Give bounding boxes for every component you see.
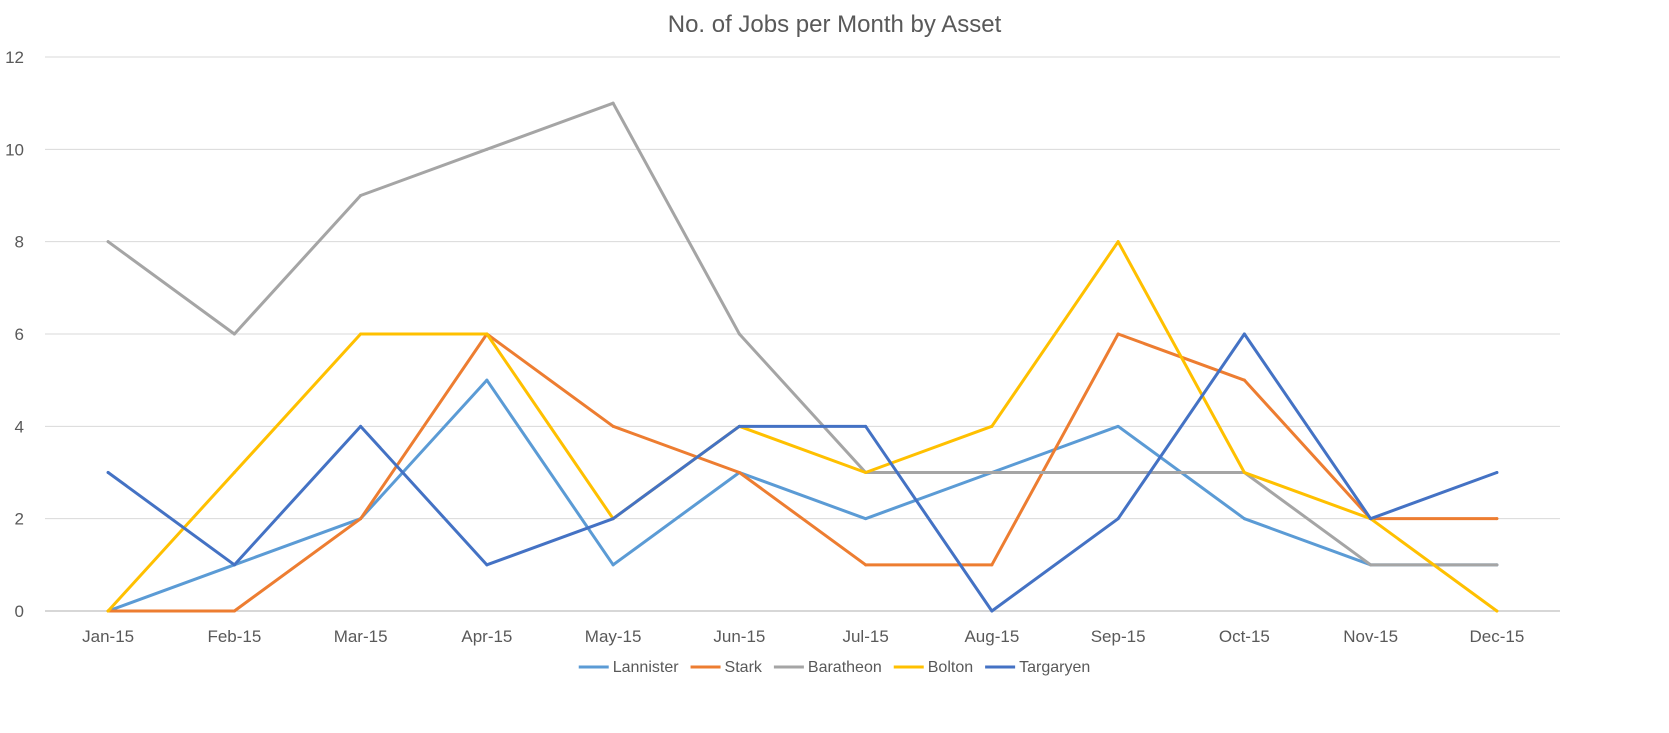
series-line-stark	[106, 332, 1499, 613]
y-tick-label: 12	[5, 48, 24, 67]
x-tick-label: Apr-15	[461, 627, 512, 646]
x-tick-label: Jun-15	[713, 627, 765, 646]
legend-label: Baratheon	[808, 659, 882, 676]
data-point	[106, 240, 110, 244]
legend-item-targaryen: Targaryen	[985, 659, 1090, 676]
legend-item-bolton: Bolton	[893, 659, 973, 676]
data-point	[106, 471, 110, 474]
data-point	[990, 424, 994, 428]
x-tick-label: Mar-15	[334, 627, 388, 646]
data-point	[864, 424, 868, 428]
data-point	[611, 517, 615, 521]
data-point	[1495, 471, 1499, 474]
y-tick-label: 2	[15, 510, 24, 529]
legend-item-stark: Stark	[690, 659, 763, 676]
series-line-targaryen	[106, 332, 1499, 613]
x-tick-label: Oct-15	[1219, 627, 1270, 646]
legend-label: Stark	[725, 659, 763, 676]
data-point	[485, 147, 489, 151]
data-point	[1369, 563, 1373, 567]
data-point	[611, 101, 615, 105]
y-tick-label: 6	[15, 325, 24, 344]
data-point	[1242, 378, 1246, 382]
data-point	[106, 609, 110, 613]
x-tick-label: Nov-15	[1343, 627, 1398, 646]
data-point	[1495, 517, 1499, 521]
data-point	[485, 332, 489, 336]
data-point	[232, 563, 236, 567]
data-point	[232, 332, 236, 336]
x-tick-label: May-15	[585, 627, 642, 646]
series-line-baratheon	[106, 101, 1499, 567]
data-point	[990, 563, 994, 567]
data-point	[232, 609, 236, 613]
y-tick-label: 8	[15, 233, 24, 252]
data-point	[232, 471, 236, 474]
legend-item-lannister: Lannister	[578, 659, 679, 676]
data-point	[359, 517, 363, 521]
data-point	[359, 332, 363, 336]
data-point	[485, 563, 489, 567]
x-tick-label: Aug-15	[964, 627, 1019, 646]
legend-label: Lannister	[613, 659, 679, 676]
x-tick-label: Dec-15	[1469, 627, 1524, 646]
chart-title: No. of Jobs per Month by Asset	[668, 11, 1002, 38]
data-point	[737, 424, 741, 428]
data-point	[1495, 563, 1499, 567]
series-line-bolton	[106, 240, 1499, 613]
legend-label: Targaryen	[1019, 659, 1090, 676]
series-targaryen	[106, 332, 1499, 613]
series-stark	[106, 332, 1499, 613]
x-tick-label: Jul-15	[842, 627, 888, 646]
y-tick-label: 10	[5, 140, 24, 159]
data-point	[864, 471, 868, 474]
data-point	[1116, 240, 1120, 244]
legend-label: Bolton	[928, 659, 973, 676]
data-point	[737, 332, 741, 336]
legend: Lannister Stark Baratheon Bolton Targaryen	[578, 659, 1090, 676]
data-point	[864, 563, 868, 567]
legend-item-baratheon: Baratheon	[773, 659, 882, 676]
data-point	[1495, 609, 1499, 613]
data-point	[1242, 517, 1246, 521]
data-point	[1116, 332, 1120, 336]
data-point	[990, 609, 994, 613]
data-point	[737, 471, 741, 474]
data-point	[359, 194, 363, 197]
series-line-lannister	[106, 378, 1499, 613]
y-tick-label: 4	[15, 417, 24, 436]
x-tick-label: Feb-15	[207, 627, 261, 646]
series-lines	[106, 101, 1499, 613]
data-point	[1116, 517, 1120, 521]
data-point	[1242, 332, 1246, 336]
data-point	[1242, 471, 1246, 474]
x-tick-label: Sep-15	[1091, 627, 1146, 646]
data-point	[611, 563, 615, 567]
data-point	[485, 378, 489, 382]
data-point	[990, 471, 994, 474]
data-point	[864, 517, 868, 521]
y-axis-ticks: 0 2 4 6 8 10 12	[5, 48, 24, 621]
data-point	[611, 424, 615, 428]
data-point	[1116, 471, 1120, 474]
data-point	[1369, 517, 1373, 521]
y-tick-label: 0	[15, 602, 24, 621]
x-axis-ticks: Jan-15 Feb-15 Mar-15 Apr-15 May-15 Jun-15 Jul-…	[82, 627, 1524, 646]
data-point	[1116, 424, 1120, 428]
x-tick-label: Jan-15	[82, 627, 134, 646]
series-bolton	[106, 240, 1499, 613]
data-point	[359, 424, 363, 428]
series-lannister	[106, 378, 1499, 613]
